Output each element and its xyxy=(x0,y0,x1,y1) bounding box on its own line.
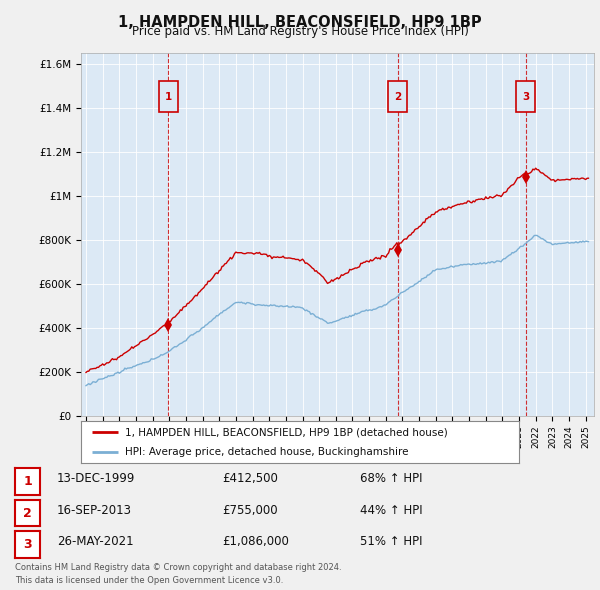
Text: 13-DEC-1999: 13-DEC-1999 xyxy=(57,472,136,486)
Text: Contains HM Land Registry data © Crown copyright and database right 2024.: Contains HM Land Registry data © Crown c… xyxy=(15,563,341,572)
Text: 2: 2 xyxy=(394,91,401,101)
Text: 1: 1 xyxy=(165,91,172,101)
Text: 51% ↑ HPI: 51% ↑ HPI xyxy=(360,535,422,548)
Text: 2: 2 xyxy=(23,506,32,520)
Text: 26-MAY-2021: 26-MAY-2021 xyxy=(57,535,134,548)
FancyBboxPatch shape xyxy=(388,81,407,112)
Text: 1, HAMPDEN HILL, BEACONSFIELD, HP9 1BP: 1, HAMPDEN HILL, BEACONSFIELD, HP9 1BP xyxy=(118,15,482,30)
Text: HPI: Average price, detached house, Buckinghamshire: HPI: Average price, detached house, Buck… xyxy=(125,447,409,457)
FancyBboxPatch shape xyxy=(158,81,178,112)
Text: £1,086,000: £1,086,000 xyxy=(222,535,289,548)
FancyBboxPatch shape xyxy=(516,81,535,112)
Text: 1, HAMPDEN HILL, BEACONSFIELD, HP9 1BP (detached house): 1, HAMPDEN HILL, BEACONSFIELD, HP9 1BP (… xyxy=(125,427,448,437)
Text: Price paid vs. HM Land Registry's House Price Index (HPI): Price paid vs. HM Land Registry's House … xyxy=(131,25,469,38)
Text: 3: 3 xyxy=(522,91,529,101)
Text: £412,500: £412,500 xyxy=(222,472,278,486)
Text: £755,000: £755,000 xyxy=(222,503,278,517)
Text: 3: 3 xyxy=(23,537,32,551)
Text: 1: 1 xyxy=(23,475,32,489)
Text: This data is licensed under the Open Government Licence v3.0.: This data is licensed under the Open Gov… xyxy=(15,576,283,585)
Text: 16-SEP-2013: 16-SEP-2013 xyxy=(57,503,132,517)
Text: 68% ↑ HPI: 68% ↑ HPI xyxy=(360,472,422,486)
Text: 44% ↑ HPI: 44% ↑ HPI xyxy=(360,503,422,517)
